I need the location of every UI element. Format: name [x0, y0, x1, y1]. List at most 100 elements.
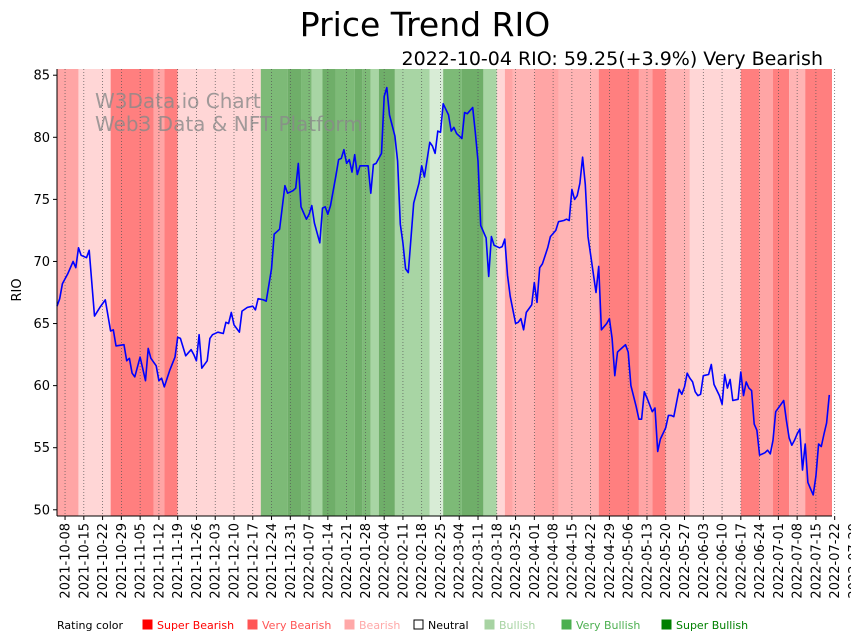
x-axis-ticks: 2021-10-08 2021-10-15 2021-10-22 2021-10-29…	[59, 516, 851, 599]
rating-band	[370, 69, 379, 516]
legend-swatch	[484, 619, 495, 630]
legend-label: Very Bullish	[576, 619, 640, 632]
y-tick-label: 60	[33, 379, 50, 394]
rating-band	[805, 69, 832, 516]
x-tick-label: 2022-01-07	[303, 523, 318, 599]
legend-swatch	[142, 619, 153, 630]
rating-band	[759, 69, 774, 516]
rating-band	[429, 69, 444, 516]
legend-label: Super Bearish	[157, 619, 234, 632]
y-axis-label: RIO	[10, 278, 25, 301]
rating-band	[354, 69, 363, 516]
x-tick-label: 2022-06-24	[753, 523, 768, 599]
x-tick-label: 2022-03-25	[509, 523, 524, 599]
x-tick-label: 2022-02-04	[378, 523, 393, 599]
rating-band	[287, 69, 302, 516]
y-tick-label: 65	[33, 317, 50, 332]
watermark-line-2: Web3 Data & NFT Platform	[95, 112, 363, 136]
x-tick-label: 2022-06-17	[734, 523, 749, 599]
legend-swatch	[661, 619, 672, 630]
x-tick-label: 2021-10-29	[115, 523, 130, 599]
rating-band	[789, 69, 806, 516]
rating-band	[504, 69, 513, 516]
x-tick-label: 2022-04-15	[565, 523, 580, 599]
rating-band	[57, 69, 79, 516]
rating-band	[378, 69, 395, 516]
chart-subtitle: 2022-10-04 RIO: 59.25(+3.9%) Very Bearis…	[402, 48, 823, 70]
x-tick-label: 2022-05-20	[659, 523, 674, 599]
y-tick-label: 80	[33, 131, 50, 146]
rating-bands	[57, 69, 832, 516]
rating-band	[665, 69, 690, 516]
legend-label: Super Bullish	[676, 619, 748, 632]
x-tick-label: 2021-11-19	[171, 523, 186, 599]
y-axis-ticks: 50 55 60 65 70 75 80 85	[33, 69, 57, 518]
x-tick-label: 2022-04-29	[603, 523, 618, 599]
chart-title: Price Trend RIO	[300, 5, 550, 44]
legend-swatch	[344, 619, 355, 630]
x-tick-label: 2021-11-12	[152, 523, 167, 599]
rating-band	[164, 69, 178, 516]
rating-band	[740, 69, 760, 516]
x-tick-label: 2022-04-22	[584, 523, 599, 599]
x-tick-label: 2022-07-15	[809, 523, 824, 599]
legend-swatch	[247, 619, 258, 630]
price-series	[56, 86, 831, 496]
rating-band	[598, 69, 639, 516]
rating-band	[461, 69, 484, 516]
rating-band	[335, 69, 355, 516]
x-tick-label: 2022-03-04	[453, 523, 468, 599]
rating-band	[558, 69, 599, 516]
rating-band	[512, 69, 535, 516]
x-tick-label: 2022-07-29	[847, 523, 851, 599]
legend-label: Very Bearish	[262, 619, 331, 632]
x-tick-label: 2021-11-26	[190, 523, 205, 599]
rating-band	[496, 69, 505, 516]
price-line	[56, 86, 831, 496]
x-tick-label: 2021-12-10	[228, 523, 243, 599]
x-tick-label: 2022-02-25	[434, 523, 449, 599]
rating-band	[177, 69, 261, 516]
rating-band	[394, 69, 430, 516]
rating-band	[443, 69, 462, 516]
rating-band	[773, 69, 790, 516]
y-tick-label: 85	[33, 69, 50, 84]
x-tick-label: 2021-10-08	[59, 523, 74, 599]
x-tick-label: 2022-07-08	[791, 523, 806, 599]
legend-swatch	[413, 619, 424, 630]
x-tick-label: 2021-11-05	[134, 523, 149, 599]
legend-swatch	[561, 619, 572, 630]
x-tick-label: 2022-01-14	[321, 523, 336, 599]
rating-band	[362, 69, 371, 516]
x-tick-label: 2022-05-13	[641, 523, 656, 599]
x-tick-label: 2022-01-21	[340, 523, 355, 599]
rating-band	[110, 69, 154, 516]
x-tick-label: 2021-10-22	[96, 523, 111, 599]
x-tick-label: 2021-12-17	[246, 523, 261, 599]
watermark-line-1: W3Data.io Chart	[95, 89, 261, 113]
x-tick-label: 2022-06-03	[697, 523, 712, 599]
y-tick-label: 70	[33, 255, 50, 270]
legend-title: Rating color	[57, 619, 124, 632]
x-tick-label: 2022-04-01	[528, 523, 543, 599]
rating-band	[652, 69, 666, 516]
x-tick-label: 2021-12-03	[209, 523, 224, 599]
rating-band	[638, 69, 653, 516]
legend-label: Neutral	[428, 619, 469, 632]
x-tick-label: 2022-05-27	[678, 523, 693, 599]
y-tick-label: 55	[33, 441, 50, 456]
rating-band	[311, 69, 323, 516]
y-tick-label: 75	[33, 193, 50, 208]
x-tick-label: 2022-06-10	[716, 523, 731, 599]
legend-label: Bullish	[499, 619, 535, 632]
x-tick-label: 2021-10-15	[77, 523, 92, 599]
rating-band	[301, 69, 312, 516]
rating-band	[78, 69, 111, 516]
x-tick-label: 2022-02-11	[396, 523, 411, 599]
legend-label: Bearish	[359, 619, 400, 632]
x-tick-label: 2022-03-18	[490, 523, 505, 599]
x-tick-label: 2022-07-22	[828, 523, 843, 599]
x-tick-label: 2022-01-28	[359, 523, 374, 599]
x-tick-label: 2022-07-01	[772, 523, 787, 599]
